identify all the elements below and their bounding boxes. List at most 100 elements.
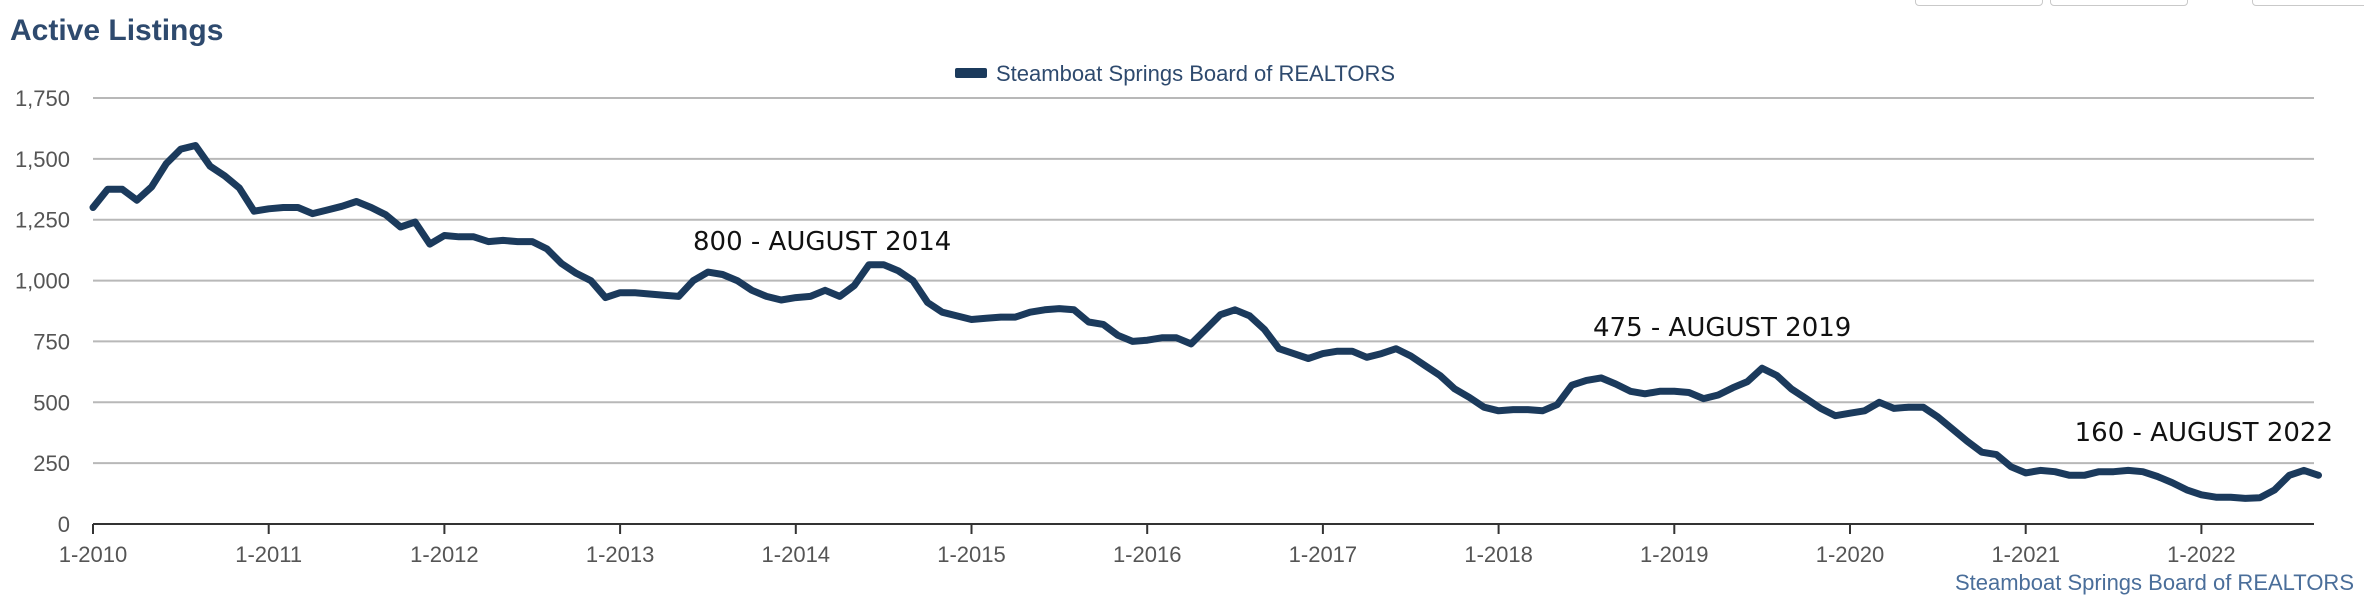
data-point[interactable] [1437,372,1444,379]
data-point[interactable] [1861,407,1868,414]
data-point[interactable] [1071,306,1078,313]
data-point[interactable] [1583,377,1590,384]
data-point[interactable] [836,293,843,300]
data-point[interactable] [895,267,902,274]
data-point[interactable] [338,203,345,210]
data-point[interactable] [1276,345,1283,352]
data-point[interactable] [207,163,214,170]
data-point[interactable] [2315,472,2322,479]
chart-credit[interactable]: Steamboat Springs Board of REALTORS [1955,570,2354,595]
data-point[interactable] [2154,473,2161,480]
data-point[interactable] [1246,312,1253,319]
data-point[interactable] [133,197,140,204]
data-point[interactable] [1451,385,1458,392]
data-point[interactable] [1041,306,1048,313]
data-point[interactable] [778,297,785,304]
data-point[interactable] [1642,390,1649,397]
data-point[interactable] [470,233,477,240]
data-point[interactable] [1144,337,1151,344]
data-point[interactable] [1890,405,1897,412]
data-point[interactable] [2286,472,2293,479]
data-point[interactable] [1363,354,1370,361]
data-point[interactable] [1656,388,1663,395]
data-point[interactable] [631,289,638,296]
data-point[interactable] [1788,385,1795,392]
data-point[interactable] [1495,407,1502,414]
data-point[interactable] [617,289,624,296]
data-point[interactable] [661,292,668,299]
data-point[interactable] [1964,438,1971,445]
data-point[interactable] [1700,395,1707,402]
data-point[interactable] [514,238,521,245]
data-point[interactable] [807,293,814,300]
data-point[interactable] [646,291,653,298]
data-point[interactable] [2139,468,2146,475]
data-point[interactable] [1466,394,1473,401]
data-point[interactable] [309,210,316,217]
data-point[interactable] [1114,332,1121,339]
data-point[interactable] [587,277,594,284]
data-point[interactable] [822,287,829,294]
data-point[interactable] [2271,486,2278,493]
data-point[interactable] [412,219,419,226]
data-point[interactable] [763,293,770,300]
data-point[interactable] [1407,353,1414,360]
data-point[interactable] [104,186,111,193]
data-point[interactable] [1158,334,1165,341]
data-point[interactable] [1422,362,1429,369]
data-point[interactable] [1671,388,1678,395]
data-point[interactable] [1817,405,1824,412]
data-point[interactable] [734,277,741,284]
data-point[interactable] [1949,426,1956,433]
data-point[interactable] [2081,472,2088,479]
data-point[interactable] [573,270,580,277]
data-point[interactable] [485,238,492,245]
data-point[interactable] [953,312,960,319]
data-point[interactable] [353,198,360,205]
data-point[interactable] [983,315,990,322]
data-point[interactable] [529,238,536,245]
data-point[interactable] [192,142,199,149]
data-point[interactable] [1319,350,1326,357]
data-point[interactable] [2125,467,2132,474]
data-point[interactable] [1876,399,1883,406]
data-point[interactable] [1729,384,1736,391]
data-point[interactable] [90,204,97,211]
data-point[interactable] [1173,334,1180,341]
data-point[interactable] [163,160,170,167]
data-point[interactable] [1393,345,1400,352]
legend[interactable]: Steamboat Springs Board of REALTORS [955,61,1395,86]
data-point[interactable] [1759,365,1766,372]
data-point[interactable] [119,186,126,193]
data-point[interactable] [1056,305,1063,312]
toolbar-button-3[interactable] [2252,0,2364,6]
data-point[interactable] [1524,406,1531,413]
data-point[interactable] [1905,404,1912,411]
data-point[interactable] [397,224,404,231]
data-point[interactable] [2257,494,2264,501]
data-point[interactable] [1612,381,1619,388]
data-point[interactable] [2066,472,2073,479]
data-point[interactable] [1715,392,1722,399]
data-point[interactable] [2037,467,2044,474]
data-point[interactable] [368,204,375,211]
data-point[interactable] [426,241,433,248]
data-point[interactable] [1100,321,1107,328]
data-point[interactable] [441,232,448,239]
data-point[interactable] [236,185,243,192]
data-point[interactable] [690,277,697,284]
data-point[interactable] [251,208,258,215]
data-point[interactable] [1334,348,1341,355]
data-point[interactable] [1027,309,1034,316]
data-point[interactable] [1188,340,1195,347]
data-point[interactable] [1349,348,1356,355]
data-point[interactable] [2227,494,2234,501]
data-point[interactable] [295,204,302,211]
toolbar-button-1[interactable] [1915,0,2043,6]
data-point[interactable] [1568,382,1575,389]
data-point[interactable] [1803,395,1810,402]
data-point[interactable] [1847,410,1854,417]
data-point[interactable] [265,205,272,212]
data-point[interactable] [1627,388,1634,395]
data-point[interactable] [880,261,887,268]
